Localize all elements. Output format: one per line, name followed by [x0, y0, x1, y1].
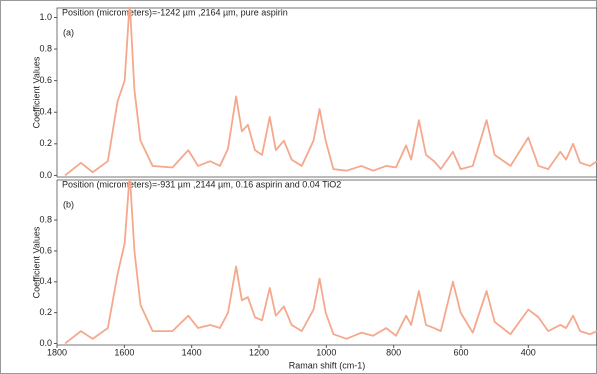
y-tick-label: 0.4 — [39, 276, 52, 286]
y-tick-label: 0.0 — [39, 338, 52, 348]
y-tick-label: 0.6 — [39, 75, 52, 85]
x-tick-label: 1400 — [182, 347, 202, 357]
panel-label: (a) — [63, 27, 74, 37]
y-tick-label: 0.2 — [39, 307, 52, 317]
spectrum-line — [64, 8, 597, 177]
x-tick-label: 1000 — [316, 347, 336, 357]
y-tick-label: 0.4 — [39, 107, 52, 117]
y-axis-label: Coefficient Values — [31, 226, 41, 298]
y-tick-label: 0.6 — [39, 245, 52, 255]
y-tick-label: 0.2 — [39, 138, 52, 148]
panel-title: Position (micrometers)=-931 µm ,2144 µm,… — [62, 179, 341, 189]
x-tick-label: 1800 — [47, 347, 67, 357]
y-tick-label: 0.8 — [39, 214, 52, 224]
plot-area — [56, 7, 597, 178]
panel-label: (b) — [63, 199, 74, 209]
y-tick-label: 1.0 — [39, 12, 52, 22]
y-tick-label: 0.8 — [39, 43, 52, 53]
x-axis-label: Raman shift (cm-1) — [289, 360, 366, 370]
x-tick-label: 1600 — [114, 347, 134, 357]
panel-title: Position (micrometers)=-1242 µm ,2164 µm… — [62, 7, 288, 17]
plot-area — [56, 179, 597, 346]
y-axis-label: Coefficient Values — [31, 56, 41, 128]
x-tick-label: 1200 — [249, 347, 269, 357]
x-tick-label: 400 — [521, 347, 536, 357]
x-tick-label: 800 — [386, 347, 401, 357]
x-tick-label: 600 — [453, 347, 468, 357]
spectrum-line — [64, 180, 597, 345]
y-tick-label: 0.0 — [39, 170, 52, 180]
